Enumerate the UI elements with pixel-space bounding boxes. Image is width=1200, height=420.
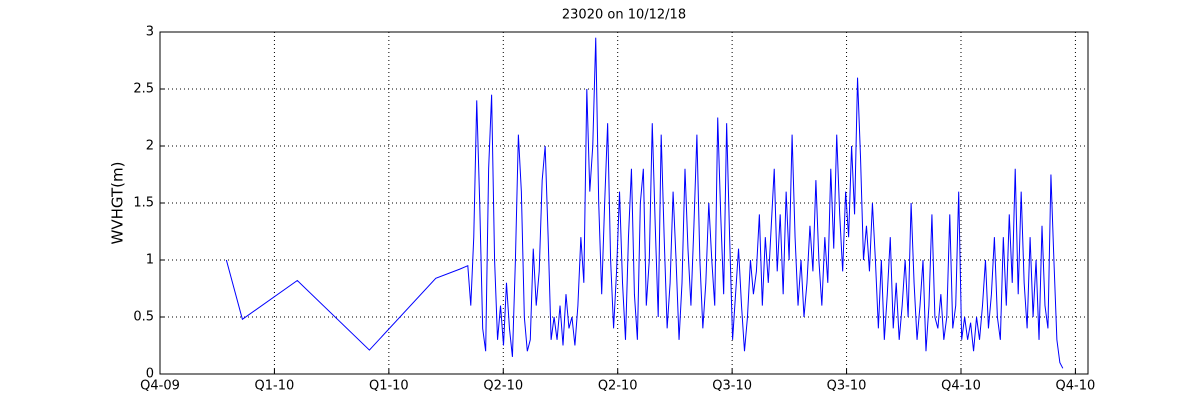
x-tick-label: Q3-10: [712, 379, 752, 394]
chart-title: 23020 on 10/12/18: [562, 8, 686, 23]
y-axis-label: WVHGT(m): [109, 162, 127, 245]
x-tick-label: Q4-09: [140, 379, 180, 394]
x-tick-label: Q2-10: [598, 379, 638, 394]
x-tick-label: Q4-10: [941, 379, 981, 394]
x-tick-label: Q4-10: [1056, 379, 1096, 394]
y-tick-label: 1: [146, 253, 154, 268]
y-tick-label: 0.5: [133, 310, 154, 325]
x-tick-label: Q1-10: [369, 379, 409, 394]
x-tick-label: Q3-10: [827, 379, 867, 394]
data-line: [225, 37, 1064, 369]
y-tick-label: 3: [146, 25, 154, 40]
y-tick-label: 2: [146, 139, 154, 154]
y-tick-label: 2.5: [133, 82, 154, 97]
y-tick-label: 1.5: [133, 196, 154, 211]
x-tick-label: Q2-10: [483, 379, 523, 394]
x-tick-label: Q1-10: [255, 379, 295, 394]
y-tick-label: 0: [146, 367, 154, 382]
plot-frame: [159, 31, 1089, 375]
